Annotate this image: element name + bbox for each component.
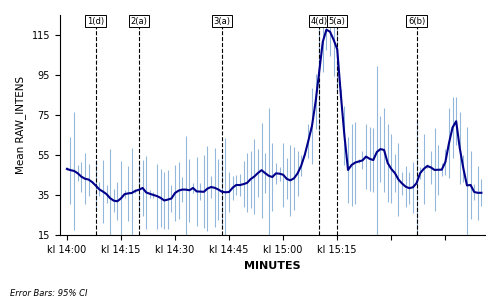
- Text: 4(d): 4(d): [310, 16, 328, 26]
- Text: 2(a): 2(a): [130, 16, 148, 26]
- Text: 3(a): 3(a): [214, 16, 230, 26]
- Y-axis label: Mean RAW_INTENS: Mean RAW_INTENS: [15, 76, 26, 174]
- Text: 6(b): 6(b): [408, 16, 425, 26]
- Text: 1(d): 1(d): [87, 16, 104, 26]
- X-axis label: MINUTES: MINUTES: [244, 261, 300, 271]
- Text: Error Bars: 95% CI: Error Bars: 95% CI: [10, 289, 88, 298]
- Text: 5(a): 5(a): [329, 16, 345, 26]
